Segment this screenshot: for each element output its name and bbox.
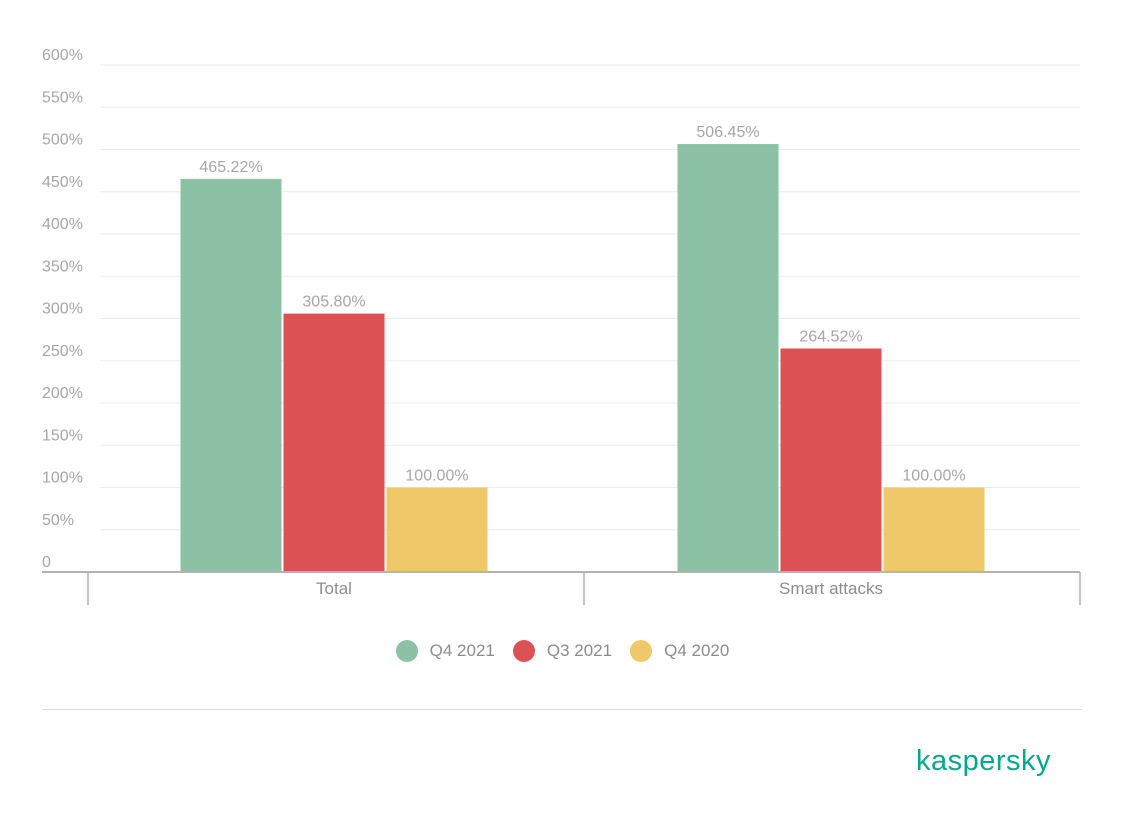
data-label: 465.22% bbox=[199, 159, 262, 176]
y-tick-label: 550% bbox=[42, 89, 83, 106]
footer-divider bbox=[42, 709, 1082, 710]
y-tick-label: 100% bbox=[42, 470, 83, 487]
data-label: 506.45% bbox=[696, 124, 759, 141]
y-tick-label: 350% bbox=[42, 258, 83, 275]
legend-item-q4-2020: Q4 2020 bbox=[630, 640, 729, 662]
bar bbox=[883, 487, 985, 572]
bars: 465.22% 305.80% 100.00% 506.45% 264.52% 100.0… bbox=[180, 124, 985, 572]
y-tick-label: 50% bbox=[42, 512, 74, 529]
x-axis-category-labels: Total Smart attacks bbox=[316, 579, 883, 598]
y-tick-label: 450% bbox=[42, 174, 83, 191]
data-label: 264.52% bbox=[799, 328, 862, 345]
legend-label: Q3 2021 bbox=[546, 641, 613, 660]
bar bbox=[386, 487, 488, 572]
data-label: 305.80% bbox=[302, 294, 365, 311]
bar bbox=[180, 178, 282, 572]
y-tick-label: 0 bbox=[42, 554, 51, 571]
bar bbox=[780, 348, 882, 572]
legend-swatch bbox=[395, 640, 418, 662]
data-label: 100.00% bbox=[902, 468, 965, 485]
legend-label: Q4 2021 bbox=[429, 641, 495, 660]
legend-item-q3-2021: Q3 2021 bbox=[512, 640, 613, 662]
kaspersky-logo: kaspersky bbox=[916, 745, 1052, 777]
x-category-label: Smart attacks bbox=[779, 579, 883, 598]
y-tick-label: 600% bbox=[42, 47, 83, 64]
y-tick-label: 500% bbox=[42, 132, 83, 149]
legend-swatch bbox=[512, 640, 535, 662]
bar-chart: 0 50% 100% 150% 200% 250% 300% 350% 400% 450% 500%… bbox=[42, 47, 1081, 605]
y-axis-tick-labels: 0 50% 100% 150% 200% 250% 300% 350% 400% 450% 500%… bbox=[42, 47, 83, 571]
y-tick-label: 200% bbox=[42, 385, 83, 402]
bar bbox=[283, 313, 385, 572]
y-tick-label: 300% bbox=[42, 301, 83, 318]
y-tick-label: 150% bbox=[42, 427, 83, 444]
data-label: 100.00% bbox=[405, 468, 468, 485]
x-axis bbox=[42, 571, 1081, 605]
legend: Q4 2021 Q3 2021 Q4 2020 bbox=[0, 640, 1125, 662]
y-tick-label: 250% bbox=[42, 343, 83, 360]
legend-item-q4-2021: Q4 2021 bbox=[395, 640, 495, 662]
legend-swatch bbox=[630, 640, 653, 662]
bar bbox=[677, 144, 779, 572]
legend-label: Q4 2020 bbox=[664, 641, 730, 660]
y-tick-label: 400% bbox=[42, 216, 83, 233]
x-category-label: Total bbox=[316, 579, 352, 598]
